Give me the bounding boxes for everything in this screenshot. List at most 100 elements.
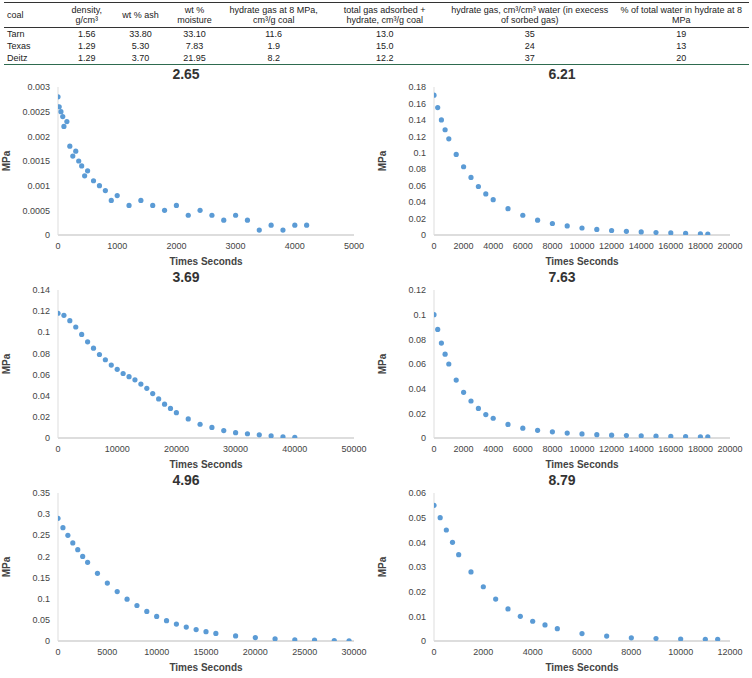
svg-text:2000: 2000 bbox=[166, 241, 186, 251]
svg-text:0.12: 0.12 bbox=[408, 286, 426, 295]
svg-text:25000: 25000 bbox=[292, 647, 317, 657]
svg-text:0.06: 0.06 bbox=[408, 181, 426, 191]
svg-text:0.04: 0.04 bbox=[408, 538, 426, 548]
svg-text:0.08: 0.08 bbox=[408, 164, 426, 174]
svg-text:0.05: 0.05 bbox=[408, 513, 426, 523]
svg-text:0: 0 bbox=[421, 230, 426, 240]
svg-text:0.02: 0.02 bbox=[408, 587, 426, 597]
svg-text:2000: 2000 bbox=[473, 647, 493, 657]
svg-text:8000: 8000 bbox=[621, 647, 641, 657]
svg-text:10000: 10000 bbox=[569, 444, 594, 454]
svg-text:5000: 5000 bbox=[344, 241, 364, 251]
svg-text:0.001: 0.001 bbox=[27, 181, 50, 191]
svg-text:0.08: 0.08 bbox=[408, 335, 426, 345]
svg-text:0.1: 0.1 bbox=[413, 310, 426, 320]
svg-text:15000: 15000 bbox=[193, 647, 218, 657]
svg-text:0.06: 0.06 bbox=[32, 370, 50, 380]
svg-text:0.18: 0.18 bbox=[408, 83, 426, 92]
svg-text:20000: 20000 bbox=[717, 444, 742, 454]
svg-text:4000: 4000 bbox=[483, 444, 503, 454]
svg-text:Times Seconds: Times Seconds bbox=[545, 256, 619, 267]
svg-text:10000: 10000 bbox=[105, 444, 130, 454]
svg-text:0: 0 bbox=[55, 647, 60, 657]
svg-text:40000: 40000 bbox=[282, 444, 307, 454]
svg-text:0: 0 bbox=[55, 241, 60, 251]
svg-text:0.14: 0.14 bbox=[32, 286, 50, 295]
svg-text:0.04: 0.04 bbox=[32, 391, 50, 401]
svg-text:0.04: 0.04 bbox=[408, 384, 426, 394]
svg-text:0.08: 0.08 bbox=[32, 349, 50, 359]
svg-text:0.0015: 0.0015 bbox=[22, 156, 50, 166]
svg-text:MPa: MPa bbox=[377, 150, 388, 171]
svg-text:0.12: 0.12 bbox=[408, 132, 426, 142]
svg-text:0.02: 0.02 bbox=[408, 214, 426, 224]
svg-text:MPa: MPa bbox=[377, 353, 388, 374]
svg-text:MPa: MPa bbox=[377, 556, 388, 577]
svg-text:0.05: 0.05 bbox=[32, 615, 50, 625]
svg-text:14000: 14000 bbox=[629, 444, 654, 454]
svg-text:50000: 50000 bbox=[341, 444, 366, 454]
svg-text:MPa: MPa bbox=[8, 150, 12, 171]
svg-text:0: 0 bbox=[431, 444, 436, 454]
svg-text:0.16: 0.16 bbox=[408, 99, 426, 109]
svg-text:30000: 30000 bbox=[223, 444, 248, 454]
svg-text:0.02: 0.02 bbox=[32, 412, 50, 422]
svg-text:0.0025: 0.0025 bbox=[22, 107, 50, 117]
svg-text:0.15: 0.15 bbox=[32, 573, 50, 583]
svg-text:4000: 4000 bbox=[285, 241, 305, 251]
svg-text:18000: 18000 bbox=[688, 241, 713, 251]
svg-text:3000: 3000 bbox=[226, 241, 246, 251]
svg-text:0.01: 0.01 bbox=[408, 612, 426, 622]
svg-text:0: 0 bbox=[45, 433, 50, 443]
svg-text:5000: 5000 bbox=[97, 647, 117, 657]
svg-text:10000: 10000 bbox=[144, 647, 169, 657]
svg-text:4000: 4000 bbox=[483, 241, 503, 251]
svg-text:MPa: MPa bbox=[8, 353, 12, 374]
svg-text:1000: 1000 bbox=[107, 241, 127, 251]
svg-text:0.12: 0.12 bbox=[32, 306, 50, 316]
svg-text:0.35: 0.35 bbox=[32, 489, 50, 498]
svg-text:2000: 2000 bbox=[454, 444, 474, 454]
svg-text:0: 0 bbox=[421, 636, 426, 646]
svg-text:0.2: 0.2 bbox=[37, 552, 50, 562]
svg-text:20000: 20000 bbox=[717, 241, 742, 251]
svg-text:0.04: 0.04 bbox=[408, 197, 426, 207]
svg-text:MPa: MPa bbox=[8, 556, 12, 577]
svg-text:0: 0 bbox=[45, 636, 50, 646]
svg-text:10000: 10000 bbox=[569, 241, 594, 251]
svg-text:12000: 12000 bbox=[599, 241, 624, 251]
svg-text:0.02: 0.02 bbox=[408, 409, 426, 419]
svg-text:0.3: 0.3 bbox=[37, 509, 50, 519]
svg-text:6000: 6000 bbox=[513, 444, 533, 454]
svg-text:2000: 2000 bbox=[454, 241, 474, 251]
svg-text:0.002: 0.002 bbox=[27, 132, 50, 142]
svg-text:30000: 30000 bbox=[341, 647, 366, 657]
svg-text:0: 0 bbox=[431, 647, 436, 657]
svg-text:0.06: 0.06 bbox=[408, 359, 426, 369]
svg-text:20000: 20000 bbox=[164, 444, 189, 454]
svg-text:10000: 10000 bbox=[668, 647, 693, 657]
svg-text:6000: 6000 bbox=[513, 241, 533, 251]
svg-text:0.1: 0.1 bbox=[413, 148, 426, 158]
svg-text:Times Seconds: Times Seconds bbox=[169, 662, 243, 673]
svg-text:0.25: 0.25 bbox=[32, 530, 50, 540]
svg-text:0.14: 0.14 bbox=[408, 115, 426, 125]
svg-text:0: 0 bbox=[55, 444, 60, 454]
svg-text:16000: 16000 bbox=[658, 241, 683, 251]
svg-text:0.1: 0.1 bbox=[37, 327, 50, 337]
svg-text:18000: 18000 bbox=[688, 444, 713, 454]
svg-text:16000: 16000 bbox=[658, 444, 683, 454]
svg-text:0: 0 bbox=[431, 241, 436, 251]
svg-text:8000: 8000 bbox=[542, 444, 562, 454]
svg-text:Times Seconds: Times Seconds bbox=[545, 662, 619, 673]
svg-text:Times Seconds: Times Seconds bbox=[169, 459, 243, 470]
svg-text:14000: 14000 bbox=[629, 241, 654, 251]
svg-text:0.0005: 0.0005 bbox=[22, 206, 50, 216]
svg-text:8000: 8000 bbox=[542, 241, 562, 251]
svg-text:Times Seconds: Times Seconds bbox=[169, 256, 243, 267]
svg-text:0.003: 0.003 bbox=[27, 83, 50, 92]
svg-text:20000: 20000 bbox=[243, 647, 268, 657]
svg-text:0.1: 0.1 bbox=[37, 594, 50, 604]
svg-text:0.03: 0.03 bbox=[408, 562, 426, 572]
svg-text:4000: 4000 bbox=[523, 647, 543, 657]
